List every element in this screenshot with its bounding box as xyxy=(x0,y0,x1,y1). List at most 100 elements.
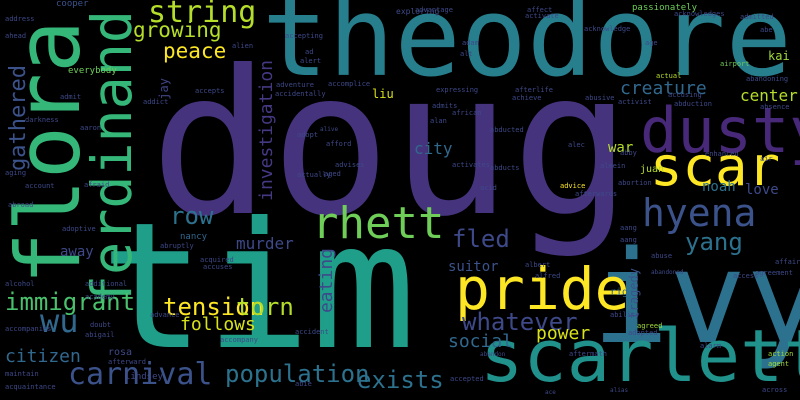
word-maintain: maintain xyxy=(5,370,39,378)
word-juan: juan xyxy=(640,164,665,175)
word-nancy: nancy xyxy=(180,232,208,242)
word-love: love xyxy=(745,182,779,198)
word-immigrant: immigrant xyxy=(5,288,136,316)
word-abandoning: abandoning xyxy=(746,75,789,83)
word-scar: scar xyxy=(650,135,781,198)
word-agreed: agreed xyxy=(637,322,663,330)
word-afterward: afterward xyxy=(108,358,146,366)
word-aang: aang xyxy=(620,236,637,244)
word-exists: exists xyxy=(357,366,444,394)
word-afterwards: afterwards xyxy=(575,190,618,198)
word-rhett: rhett xyxy=(312,198,445,249)
word-advises: advises xyxy=(335,161,365,169)
word-social: social xyxy=(448,331,514,352)
word-address: address xyxy=(5,15,35,23)
word-accomplice: accomplice xyxy=(328,80,371,88)
word-exploring: exploring xyxy=(396,7,440,16)
word-acknowledges: acknowledges xyxy=(674,10,725,18)
word-alien: alien xyxy=(232,42,254,50)
word-affect: affect xyxy=(527,6,553,14)
word-accusing: accusing xyxy=(668,91,702,99)
word-achieve: achieve xyxy=(512,94,542,102)
word-abandon: abandon xyxy=(480,351,506,358)
word-across: across xyxy=(762,386,788,394)
word-actually: actually xyxy=(297,171,331,179)
word-activates: activates xyxy=(452,161,490,169)
word-rosa: rosa xyxy=(108,347,133,358)
word-african: african xyxy=(452,109,482,117)
word-population: population xyxy=(225,360,370,388)
word-aang: aang xyxy=(620,224,637,232)
word-afterlife: afterlife xyxy=(515,86,553,94)
word-admits: admits xyxy=(432,102,458,110)
word-ability: ability xyxy=(610,311,640,319)
word-albert: albert xyxy=(525,261,551,269)
word-war: war xyxy=(608,140,634,156)
word-center: center xyxy=(740,86,798,105)
word-aged: aged xyxy=(324,170,341,178)
word-alec: alec xyxy=(568,141,585,149)
word-hyena: hyena xyxy=(642,191,757,235)
word-abruptly: abruptly xyxy=(160,242,194,250)
word-adoptive: adoptive xyxy=(62,225,96,233)
word-dusty: dusty xyxy=(640,94,800,167)
word-lindsey: lindsey xyxy=(125,372,163,382)
word-accuses: accuses xyxy=(203,263,233,271)
word-rig: rig xyxy=(610,287,629,298)
word-absence: absence xyxy=(760,103,790,111)
word-away: away xyxy=(60,244,94,260)
word-abortion: abortion xyxy=(618,179,652,187)
word-adopted: adopted xyxy=(628,329,658,337)
word-alarm: alarm xyxy=(700,342,722,350)
word-advantage: advantage xyxy=(415,6,453,14)
word-jay: jay xyxy=(157,78,171,100)
word-tension: tension xyxy=(163,293,265,321)
word-agent: agent xyxy=(768,360,790,368)
word-air: air xyxy=(760,155,773,163)
word-abducted: abducted xyxy=(490,126,524,134)
word-abandoned: abandoned xyxy=(651,269,684,276)
word-accidentally: accidentally xyxy=(275,90,326,98)
word-ferdinand: ferdinand xyxy=(80,10,144,309)
word-adopt: adopt xyxy=(297,131,319,139)
word-acquaintance: acquaintance xyxy=(5,383,56,391)
word-ahead: ahead xyxy=(5,32,27,40)
word-theodore: theodore xyxy=(262,0,792,101)
word-affair: affair xyxy=(775,258,800,266)
word-age: age xyxy=(645,39,658,47)
word-doug: doug xyxy=(150,28,632,261)
word-airport: airport xyxy=(720,60,750,68)
word-admitted: admitted xyxy=(740,13,774,21)
word-afraid: afraid xyxy=(84,181,110,189)
word-enhanced: enhanced xyxy=(705,150,739,158)
word-acid: acid xyxy=(480,184,497,192)
word-growing: growing xyxy=(133,18,222,42)
word-almein: almein xyxy=(600,162,626,170)
word-fled: fled xyxy=(452,225,510,253)
word-access: access xyxy=(733,272,759,280)
word-addict: addict xyxy=(143,98,169,106)
word-account: account xyxy=(25,182,55,190)
word-alfred: alfred xyxy=(535,272,561,280)
word-action: action xyxy=(768,350,794,358)
word-aftermath: aftermath xyxy=(569,350,607,358)
word-noah: noah xyxy=(702,179,736,195)
word-string: string xyxy=(148,0,257,30)
word-abroad: abroad xyxy=(8,201,34,209)
word-murder: murder xyxy=(236,234,294,253)
word-advance: advance xyxy=(150,311,180,319)
word-investigation: investigation xyxy=(256,60,277,201)
word-suitor: suitor xyxy=(448,259,499,275)
word-torn: torn xyxy=(236,293,294,321)
word-citizen: citizen xyxy=(5,346,81,367)
word-adam: adam xyxy=(462,39,479,47)
word-carnival: carnival xyxy=(68,357,213,392)
word-alt: alt xyxy=(460,50,473,58)
word-doubt: doubt xyxy=(90,321,112,329)
word-pride: pride xyxy=(455,255,630,323)
word-activist: activist xyxy=(618,98,652,106)
word-abigail: abigail xyxy=(85,331,115,339)
word-ivy: ivy xyxy=(592,224,800,373)
word-scarlett: scarlett xyxy=(480,314,800,398)
